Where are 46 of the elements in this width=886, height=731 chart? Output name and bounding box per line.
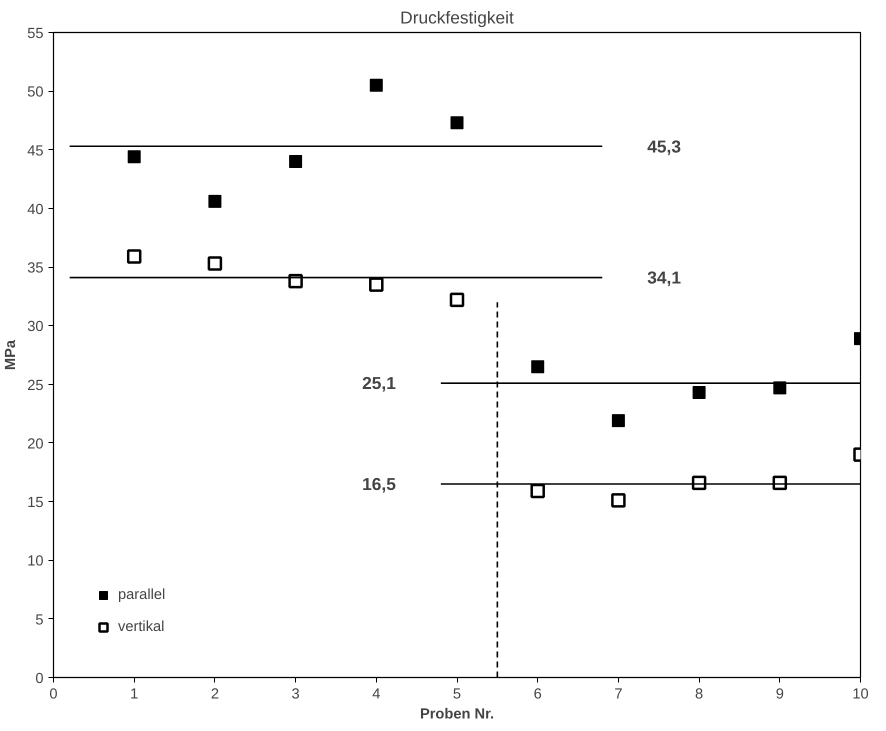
annotation: 16,5 bbox=[362, 474, 396, 494]
y-tick-label: 40 bbox=[27, 202, 44, 218]
y-tick-label: 10 bbox=[27, 554, 44, 570]
point bbox=[128, 150, 141, 164]
y-axis-title: MPa bbox=[3, 339, 20, 370]
x-axis-title: Proben Nr. bbox=[420, 706, 494, 722]
x-tick-label: 10 bbox=[852, 686, 869, 702]
point bbox=[208, 256, 222, 271]
legend-label: vertikal bbox=[118, 619, 164, 635]
x-tick-label: 6 bbox=[534, 686, 542, 702]
point bbox=[692, 386, 706, 400]
point bbox=[208, 194, 222, 208]
point bbox=[531, 360, 544, 374]
y-tick-label: 15 bbox=[27, 495, 44, 512]
y-tick-label: 0 bbox=[35, 671, 44, 687]
y-tick-label: 20 bbox=[27, 436, 44, 452]
x-tick-label: 8 bbox=[695, 686, 704, 702]
y-tick-label: 5 bbox=[35, 612, 44, 628]
chart-title: Druckfestigkeit bbox=[400, 8, 514, 28]
annotation: 34,1 bbox=[647, 268, 682, 288]
point bbox=[369, 277, 384, 292]
point bbox=[530, 484, 545, 498]
legend-label: parallel bbox=[118, 587, 166, 603]
annotation: 45,3 bbox=[647, 136, 682, 156]
point bbox=[289, 155, 302, 168]
point bbox=[126, 249, 142, 264]
x-tick-label: 1 bbox=[130, 686, 138, 702]
y-tick-label: 45 bbox=[27, 143, 44, 160]
point bbox=[450, 292, 464, 308]
point bbox=[450, 116, 464, 130]
y-tick-label: 25 bbox=[27, 378, 44, 394]
y-tick-label: 35 bbox=[27, 260, 44, 277]
x-tick-label: 0 bbox=[49, 686, 58, 702]
x-tick-label: 2 bbox=[210, 686, 219, 702]
y-tick-label: 50 bbox=[27, 84, 44, 101]
x-tick-label: 9 bbox=[776, 686, 784, 702]
x-tick-label: 7 bbox=[614, 686, 622, 702]
point bbox=[370, 78, 383, 92]
annotation: 25,1 bbox=[362, 373, 396, 394]
y-tick-label: 30 bbox=[27, 319, 44, 336]
point bbox=[611, 493, 626, 508]
y-tick-label: 55 bbox=[27, 26, 44, 42]
x-tick-label: 3 bbox=[292, 686, 300, 702]
x-tick-label: 4 bbox=[372, 686, 380, 702]
point bbox=[612, 414, 625, 428]
x-tick-label: 5 bbox=[452, 686, 462, 702]
